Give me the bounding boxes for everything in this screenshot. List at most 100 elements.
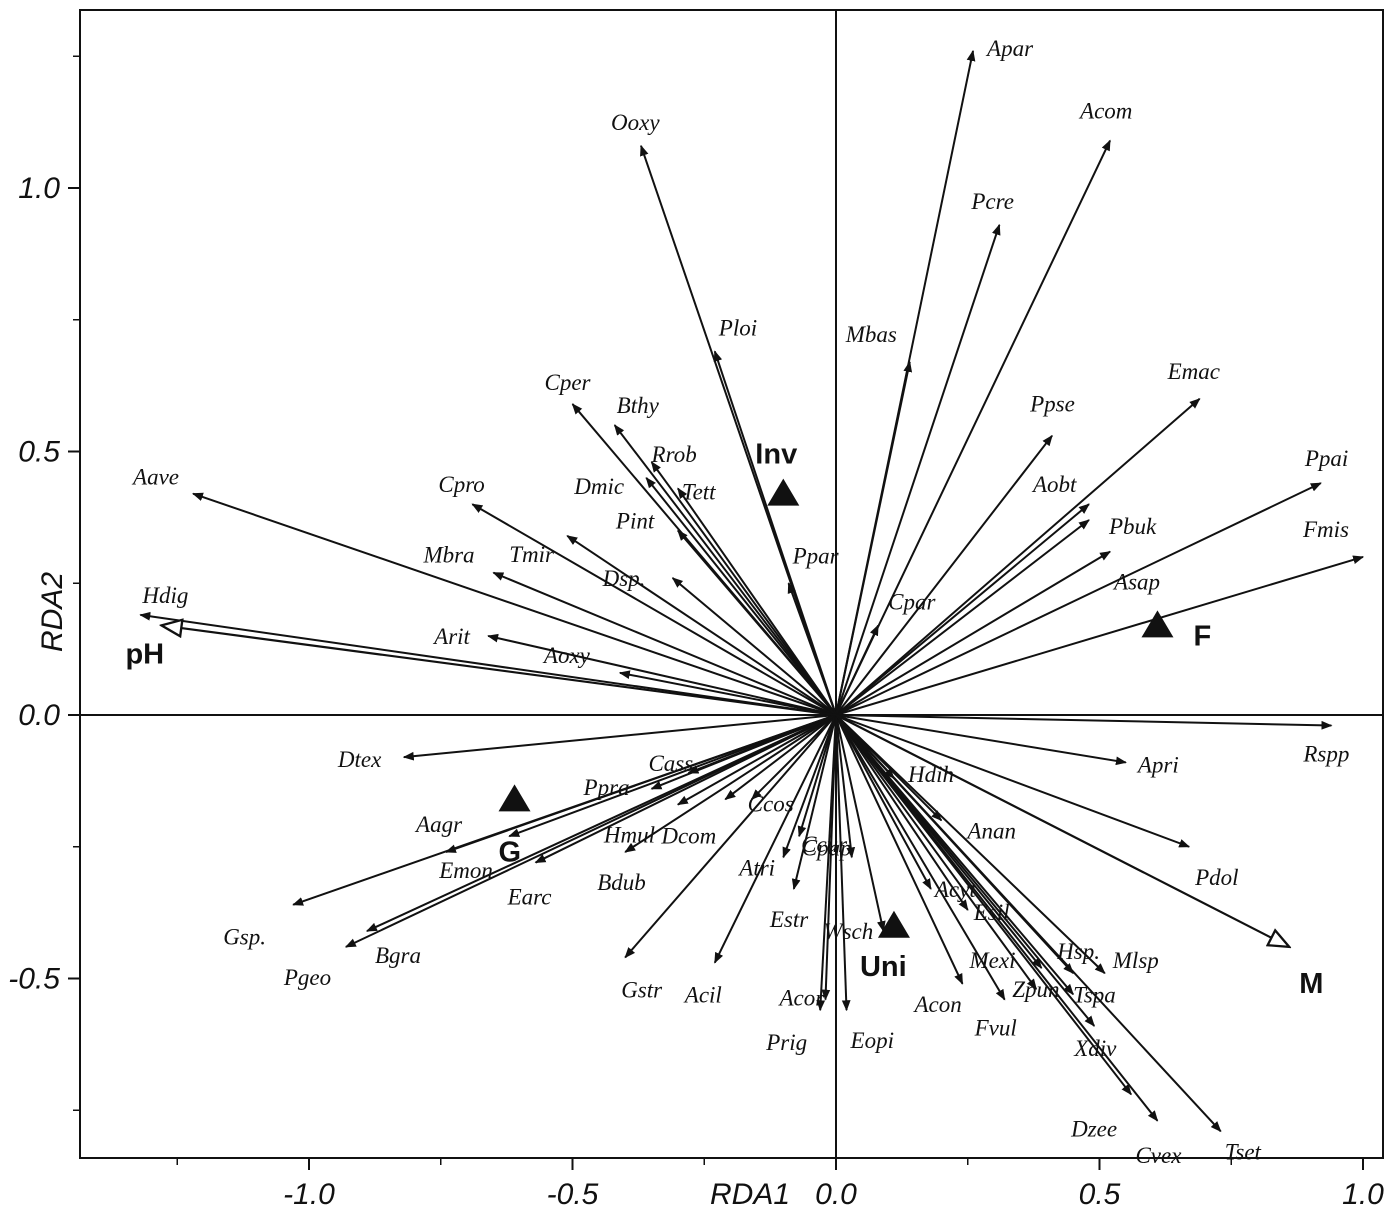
species-arrow-acom: [835, 139, 1111, 716]
centroid-label-inv: Inv: [755, 439, 797, 471]
species-label-pcre: Pcre: [970, 189, 1014, 214]
species-arrow-fmis: [835, 555, 1365, 716]
species-label-cpap: Cpap: [802, 835, 852, 860]
species-arrow-pcre: [835, 223, 1001, 716]
species-label-pdol: Pdol: [1194, 865, 1238, 890]
species-label-aave: Aave: [131, 465, 179, 490]
species-arrow-ppse: [835, 434, 1053, 716]
species-label-tmir: Tmir: [509, 542, 555, 567]
centroid-marker-g: [498, 784, 531, 812]
species-label-ppse: Ppse: [1029, 392, 1075, 417]
group-centroids: Inv F G Uni: [498, 439, 1211, 983]
species-arrow-eopi: [835, 714, 851, 1012]
species-label-rspp: Rspp: [1302, 742, 1349, 767]
species-arrow-estr: [791, 714, 837, 890]
species-arrow-acil: [713, 714, 837, 964]
x-tick-label: 0.0: [815, 1178, 857, 1211]
species-label-dtex: Dtex: [337, 747, 382, 772]
species-label-dcom: Dcom: [660, 823, 716, 848]
species-label-fvul: Fvul: [974, 1016, 1017, 1041]
species-label-dzee: Dzee: [1070, 1116, 1117, 1141]
species-label-ploi: Ploi: [718, 315, 757, 340]
species-label-fmis: Fmis: [1302, 517, 1349, 542]
species-arrow-zpun: [835, 714, 1038, 990]
species-arrow-aoxy: [618, 670, 837, 716]
species-arrow-arit: [487, 633, 837, 716]
species-arrow-tett: [677, 487, 837, 716]
species-label-arit: Arit: [432, 624, 470, 649]
species-label-ccos: Ccos: [748, 791, 794, 816]
species-label-zpun: Zpun: [1012, 977, 1059, 1002]
species-arrow-bthy: [613, 424, 837, 716]
species-label-gsp: Gsp.: [223, 925, 266, 950]
species-label-mbra: Mbra: [422, 543, 474, 568]
x-tick-label: -0.5: [547, 1178, 599, 1211]
species-label-cvex: Cvex: [1135, 1143, 1182, 1168]
species-arrow-atri: [782, 714, 837, 859]
species-label-apri: Apri: [1136, 752, 1179, 777]
species-arrow-cvex: [835, 714, 1159, 1122]
species-arrow-mbra: [492, 571, 837, 716]
species-arrows: Apar Acom Ooxy Pcre Ploi Mbas Emac Cper Bthy Ppse…: [131, 36, 1365, 1168]
species-label-ppar: Ppar: [792, 543, 840, 568]
species-arrow-ccur: [797, 714, 837, 838]
species-arrow-mbas: [835, 360, 913, 716]
species-label-mlsp: Mlsp: [1112, 948, 1159, 973]
species-arrow-gsp: [292, 714, 837, 906]
centroid-marker-inv: [767, 478, 800, 506]
species-arrow-wsch: [835, 714, 886, 933]
env-arrow-ph: [161, 625, 837, 717]
species-label-tett: Tett: [682, 479, 716, 504]
species-label-bgra: Bgra: [375, 943, 421, 968]
species-arrow-prig: [816, 714, 837, 1012]
species-arrow-tset: [835, 714, 1222, 1133]
species-arrow-emon: [508, 714, 837, 838]
x-tick-label: 0.5: [1079, 1178, 1121, 1211]
species-arrow-pgeo: [344, 714, 837, 948]
centroid-label-f: F: [1193, 620, 1211, 652]
x-axis-ticks: -1.0 -0.5 0.0 0.5 1.0: [176, 1158, 1384, 1211]
species-arrow-rspp: [835, 714, 1333, 730]
species-label-prig: Prig: [765, 1030, 807, 1055]
species-label-gstr: Gstr: [621, 977, 663, 1002]
species-label-tset: Tset: [1225, 1139, 1262, 1164]
species-arrow-fvul: [835, 714, 1006, 1001]
species-arrow-dmic: [645, 476, 837, 716]
species-label-rrob: Rrob: [651, 442, 697, 467]
env-arrow-m: [835, 714, 1289, 947]
species-label-pbuk: Pbuk: [1108, 514, 1157, 539]
species-label-emon: Emon: [438, 858, 493, 883]
species-arrow-cpap: [835, 714, 856, 859]
species-label-apar: Apar: [985, 36, 1034, 61]
species-label-pint: Pint: [615, 509, 655, 534]
species-arrow-aobt: [835, 503, 1090, 716]
species-label-dsp: Dsp.: [602, 566, 646, 591]
x-tick-label: -1.0: [283, 1178, 335, 1211]
species-arrow-ppai: [835, 482, 1322, 716]
species-label-hdig: Hdig: [141, 583, 188, 608]
species-arrow-pbuk: [835, 519, 1090, 716]
environmental-arrows: pH M: [125, 625, 1323, 1000]
species-label-mbas: Mbas: [845, 322, 897, 347]
species-label-bthy: Bthy: [617, 393, 660, 418]
species-label-ppai: Ppai: [1304, 446, 1348, 471]
species-label-anan: Anan: [965, 818, 1016, 843]
species-arrow-ppar: [787, 582, 837, 716]
species-arrow-cpar: [835, 624, 880, 716]
species-arrow-acon: [835, 714, 964, 985]
species-arrow-dsp: [671, 577, 837, 716]
species-arrow-xdiv: [835, 714, 1095, 1027]
env-label-m: M: [1299, 968, 1323, 1000]
species-arrow-gstr: [624, 714, 837, 959]
species-arrow-aave: [192, 492, 837, 716]
species-label-emac: Emac: [1167, 359, 1220, 384]
species-label-bdub: Bdub: [597, 870, 646, 895]
species-arrow-hdig: [139, 611, 837, 716]
y-tick-label: -0.5: [8, 963, 60, 996]
species-label-aagr: Aagr: [414, 812, 463, 837]
species-label-aoxy: Aoxy: [542, 643, 591, 668]
species-arrow-tmir: [566, 534, 837, 716]
species-arrow-mlsp: [835, 714, 1106, 974]
centroid-label-uni: Uni: [860, 951, 907, 983]
